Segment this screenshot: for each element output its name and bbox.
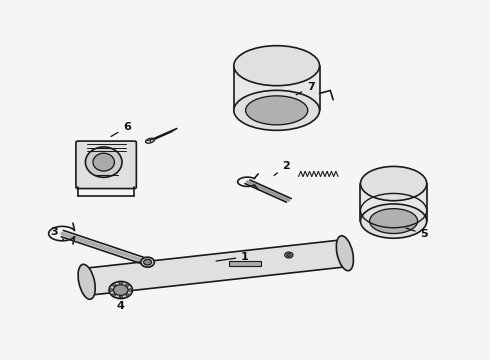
Text: 7: 7 [296,82,315,95]
Text: 6: 6 [111,122,131,136]
Text: 5: 5 [406,228,428,239]
Polygon shape [234,66,319,111]
Ellipse shape [126,294,129,296]
Ellipse shape [361,166,427,201]
Ellipse shape [141,257,154,267]
Ellipse shape [93,153,115,171]
FancyBboxPatch shape [76,141,136,189]
Ellipse shape [119,296,122,298]
Ellipse shape [114,285,128,296]
Ellipse shape [146,138,154,143]
Ellipse shape [112,294,116,296]
Polygon shape [361,184,427,221]
Text: 2: 2 [274,161,290,175]
Ellipse shape [336,236,353,271]
Polygon shape [229,261,261,266]
Text: 1: 1 [216,252,249,262]
Ellipse shape [234,90,319,130]
Ellipse shape [112,284,116,286]
Ellipse shape [85,147,122,177]
Ellipse shape [119,282,122,284]
Ellipse shape [144,259,151,265]
Ellipse shape [361,204,427,238]
Text: 4: 4 [117,297,124,311]
Ellipse shape [78,264,95,299]
Ellipse shape [234,46,319,86]
Polygon shape [84,240,347,295]
Ellipse shape [126,284,129,286]
Ellipse shape [128,289,132,291]
Ellipse shape [369,209,417,234]
Text: 3: 3 [50,227,64,240]
Ellipse shape [287,253,291,257]
Ellipse shape [285,252,293,258]
Ellipse shape [109,282,132,298]
Ellipse shape [245,96,308,125]
Ellipse shape [109,289,113,291]
